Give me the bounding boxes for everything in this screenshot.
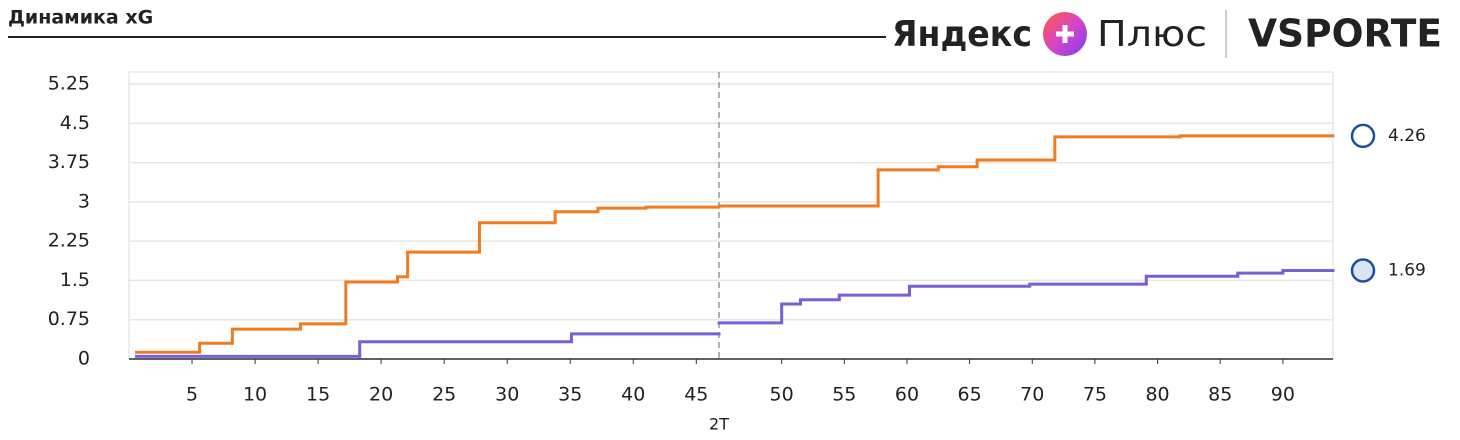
x-tick-label: 30 [495,384,519,406]
plot-frame [128,71,1334,360]
x-tick-label: 20 [369,384,393,406]
y-tick-label: 2.25 [48,230,90,252]
x-tick-label: 5 [186,384,198,406]
y-tick-label: 0.75 [48,308,90,330]
x-tick-label: 90 [1271,384,1295,406]
x-tick-label: 65 [958,384,982,406]
x-tick-label: 75 [1083,384,1107,406]
x-tick-label: 50 [770,384,794,406]
brand-plus: Плюс [1097,14,1207,55]
end-label: 4.26 [1388,126,1426,146]
x-tick-label: 10 [243,384,267,406]
half-label: 2T [709,415,729,434]
end-label: 1.69 [1388,260,1426,280]
plus-sign [1056,25,1074,43]
y-tick-label: 5.25 [48,73,90,95]
x-tick-label: 55 [832,384,856,406]
y-tick-label: 0 [78,348,90,370]
x-tick-label: 25 [432,384,456,406]
y-tick-label: 4.5 [60,112,90,134]
x-tick-label: 15 [306,384,330,406]
x-tick-label: 35 [558,384,582,406]
brand-sport: VSPORTE [1248,12,1442,56]
y-tick-label: 1.5 [60,269,90,291]
x-tick-label: 60 [895,384,919,406]
x-tick-label: 40 [621,384,645,406]
team-badge [1350,123,1376,149]
team-badge [1350,258,1376,283]
x-tick-label: 70 [1020,384,1044,406]
chart-title: Динамика xG [8,7,153,29]
y-tick-label: 3.75 [48,151,90,173]
brand-yandex: Яндекс [892,14,1032,55]
x-tick-label: 85 [1208,384,1232,406]
x-tick-label: 45 [684,384,708,406]
x-tick-label: 80 [1145,384,1169,406]
y-tick-label: 3 [78,190,90,212]
